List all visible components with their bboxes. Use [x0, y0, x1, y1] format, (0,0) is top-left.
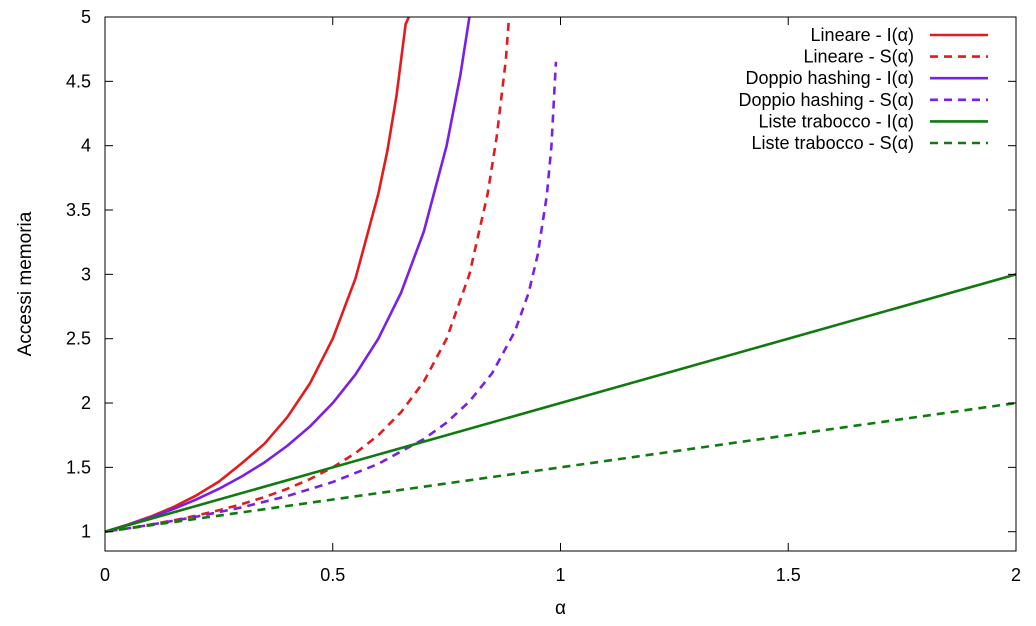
- series-line-5: [105, 273, 1016, 533]
- legend: Lineare - I(α)Lineare - S(α)Doppio hashi…: [739, 25, 988, 153]
- legend-label: Doppio hashing - S(α): [739, 90, 915, 110]
- legend-label: Liste trabocco - S(α): [752, 133, 914, 153]
- y-tick-label: 1: [81, 522, 91, 542]
- y-tick-label: 5: [81, 7, 91, 27]
- y-tick-label: 3: [81, 264, 91, 284]
- legend-label: Lineare - I(α): [811, 25, 914, 45]
- y-tick-label: 4: [81, 136, 91, 156]
- x-axis-label: α: [555, 598, 566, 619]
- y-axis-label: Accessi memoria: [15, 211, 36, 356]
- series-line-2: [105, 17, 511, 533]
- y-tick-label: 3.5: [66, 200, 91, 220]
- legend-label: Doppio hashing - I(α): [746, 68, 915, 88]
- series-line-4: [109, 61, 558, 533]
- y-tick-label: 2: [81, 393, 91, 413]
- series-line-1: [105, 17, 411, 533]
- x-tick-label: 0: [100, 565, 110, 585]
- y-tick-label: 4.5: [66, 71, 91, 91]
- y-tick-label: 1.5: [66, 457, 91, 477]
- legend-label: Lineare - S(α): [804, 47, 914, 67]
- x-tick-label: 0.5: [320, 565, 345, 585]
- axis-ticks: 0 0.5 1 1.5 2 1 1.5 2 2.5 3 3.5 4 4.5 5: [66, 7, 1021, 585]
- x-tick-label: 1: [555, 565, 565, 585]
- series-line-6: [105, 401, 1016, 533]
- plot-area: [105, 17, 1016, 533]
- y-tick-label: 2.5: [66, 329, 91, 349]
- x-tick-label: 2: [1011, 565, 1021, 585]
- x-tick-label: 1.5: [776, 565, 801, 585]
- legend-label: Liste trabocco - I(α): [759, 111, 914, 131]
- series-line-3: [105, 17, 471, 533]
